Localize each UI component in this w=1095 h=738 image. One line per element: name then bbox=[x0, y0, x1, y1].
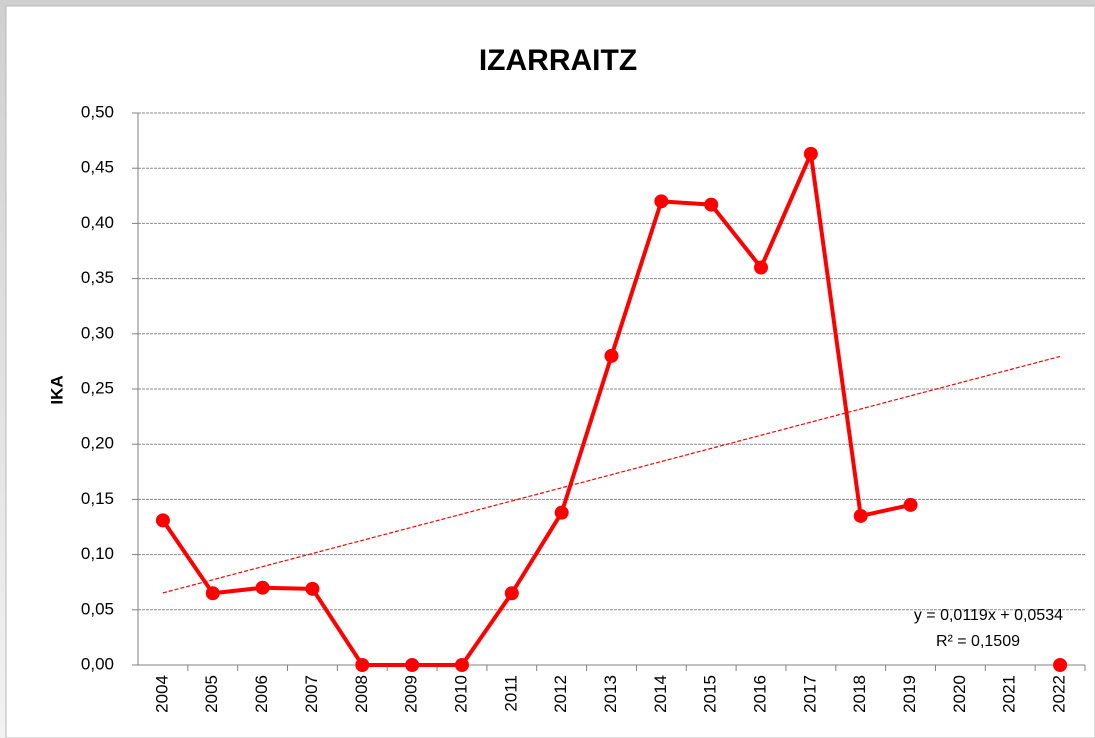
x-tick-label: 2006 bbox=[252, 675, 271, 713]
trendline-equation: y = 0,0119x + 0,0534 bbox=[914, 607, 1063, 624]
x-tick-label: 2022 bbox=[1050, 675, 1069, 713]
x-tick-label: 2021 bbox=[1000, 675, 1019, 713]
x-tick-label: 2004 bbox=[152, 675, 171, 713]
y-tick-label: 0,15 bbox=[81, 489, 114, 508]
point bbox=[255, 580, 270, 595]
point bbox=[853, 508, 868, 523]
point bbox=[155, 513, 170, 528]
x-tick-label: 2015 bbox=[701, 675, 720, 713]
chart-title: IZARRAITZ bbox=[479, 44, 637, 77]
x-tick-label: 2016 bbox=[751, 675, 770, 713]
point bbox=[803, 146, 818, 161]
y-tick-label: 0,20 bbox=[81, 434, 114, 453]
x-tick-label: 2007 bbox=[302, 675, 321, 713]
x-tick-label: 2014 bbox=[651, 675, 670, 713]
x-tick-label: 2012 bbox=[551, 675, 570, 713]
trendline-r2: R² = 0,1509 bbox=[936, 633, 1020, 650]
y-tick-label: 0,45 bbox=[81, 158, 114, 177]
x-tick-label: 2019 bbox=[900, 675, 919, 713]
point bbox=[754, 260, 769, 275]
chart-area bbox=[5, 5, 1095, 738]
point bbox=[654, 194, 669, 209]
point bbox=[305, 581, 320, 596]
y-tick-label: 0,35 bbox=[81, 268, 114, 287]
x-tick-label: 2011 bbox=[501, 675, 520, 712]
point bbox=[355, 658, 370, 672]
point bbox=[604, 348, 619, 363]
point bbox=[554, 505, 569, 520]
point bbox=[704, 197, 719, 212]
point bbox=[1053, 658, 1068, 672]
x-tick-label: 2013 bbox=[601, 675, 620, 713]
y-tick-label: 0,05 bbox=[81, 599, 114, 618]
x-tick-label: 2008 bbox=[352, 675, 371, 713]
y-tick-label: 0,50 bbox=[81, 102, 114, 121]
x-tick-label: 2005 bbox=[202, 675, 221, 713]
point bbox=[454, 658, 469, 672]
x-tick-label: 2009 bbox=[402, 675, 421, 713]
x-tick-label: 2018 bbox=[850, 675, 869, 713]
y-tick-label: 0,10 bbox=[81, 544, 114, 563]
y-tick-label: 0,30 bbox=[81, 323, 114, 342]
point bbox=[903, 497, 918, 512]
y-tick-label: 0,40 bbox=[81, 213, 114, 232]
x-tick-label: 2010 bbox=[451, 675, 470, 713]
x-tick-label: 2020 bbox=[950, 675, 969, 713]
point bbox=[205, 586, 220, 601]
y-tick-label: 0,00 bbox=[81, 654, 114, 673]
y-tick-label: 0,25 bbox=[81, 378, 114, 397]
x-tick-label: 2017 bbox=[800, 675, 819, 713]
point bbox=[504, 586, 519, 601]
y-axis-label: IKA bbox=[47, 375, 66, 404]
point bbox=[405, 658, 420, 672]
trendline bbox=[162, 355, 1061, 594]
